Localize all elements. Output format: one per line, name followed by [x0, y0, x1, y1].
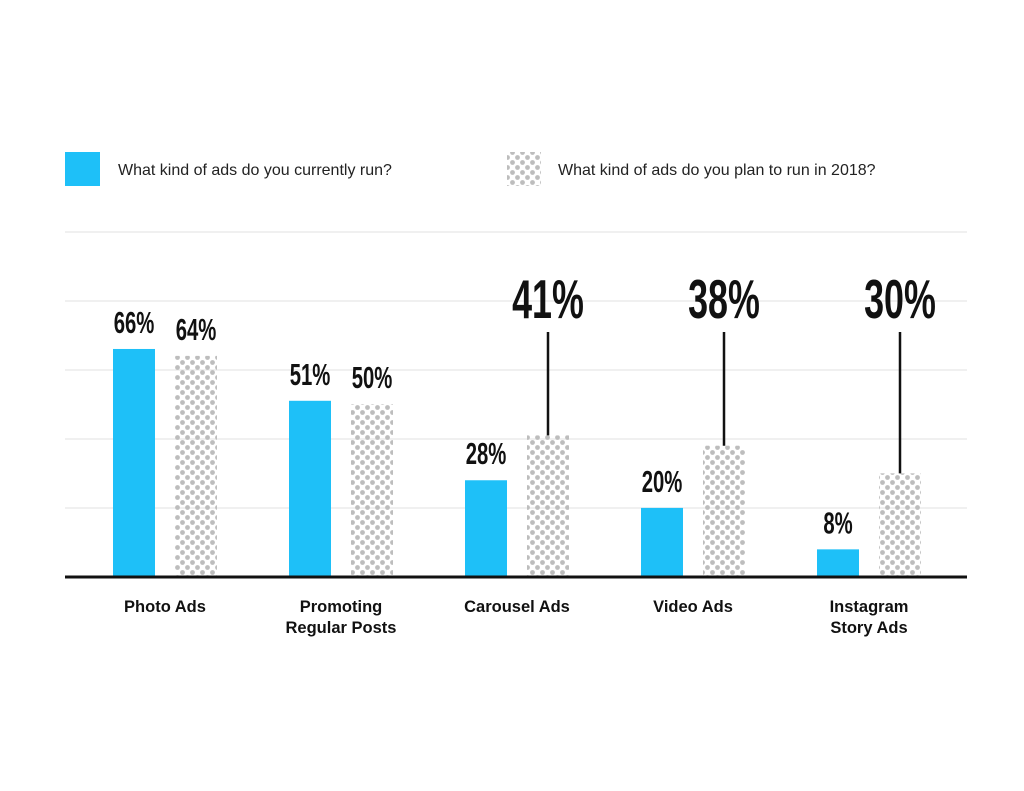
value-label-planned: 41%: [512, 268, 584, 329]
value-label-planned: 50%: [352, 360, 393, 395]
legend-swatch-planned: [507, 152, 541, 186]
bar-current: [641, 507, 683, 577]
bar-current: [289, 400, 331, 577]
bar-current: [817, 549, 859, 577]
category-label: Video Ads: [653, 598, 733, 616]
category-label: Instagram: [830, 598, 909, 616]
legend-label-planned: What kind of ads do you plan to run in 2…: [558, 162, 876, 179]
value-label-planned: 38%: [688, 268, 760, 329]
category-label: Carousel Ads: [464, 598, 570, 616]
legend-swatch-current: [65, 152, 100, 186]
value-labels: 66% 64% 51% 50% 28% 41% 20% 38% 8% 30%: [114, 268, 936, 540]
bar-planned: [703, 445, 745, 577]
bar-current: [113, 348, 155, 577]
value-label-current: 8%: [823, 505, 852, 540]
bar-planned: [879, 473, 921, 577]
value-label-current: 51%: [290, 356, 331, 391]
legend: What kind of ads do you currently run? W…: [65, 152, 876, 186]
legend-label-current: What kind of ads do you currently run?: [118, 162, 392, 179]
value-label-current: 20%: [642, 464, 683, 499]
category-label: Photo Ads: [124, 598, 206, 616]
category-label: Regular Posts: [286, 619, 397, 637]
bar-current: [465, 480, 507, 577]
callout-lines: [546, 332, 902, 474]
value-label-current: 66%: [114, 305, 155, 340]
bar-planned: [175, 355, 217, 577]
value-label-current: 28%: [466, 436, 507, 471]
bar-planned: [351, 404, 393, 577]
bars: [113, 348, 921, 577]
bar-planned: [527, 435, 569, 577]
category-label: Story Ads: [830, 619, 907, 637]
category-labels: Photo Ads Promoting Regular Posts Carousel …: [124, 598, 908, 637]
category-label: Promoting: [300, 598, 383, 616]
value-label-planned: 64%: [176, 312, 217, 347]
value-label-planned: 30%: [864, 268, 936, 329]
